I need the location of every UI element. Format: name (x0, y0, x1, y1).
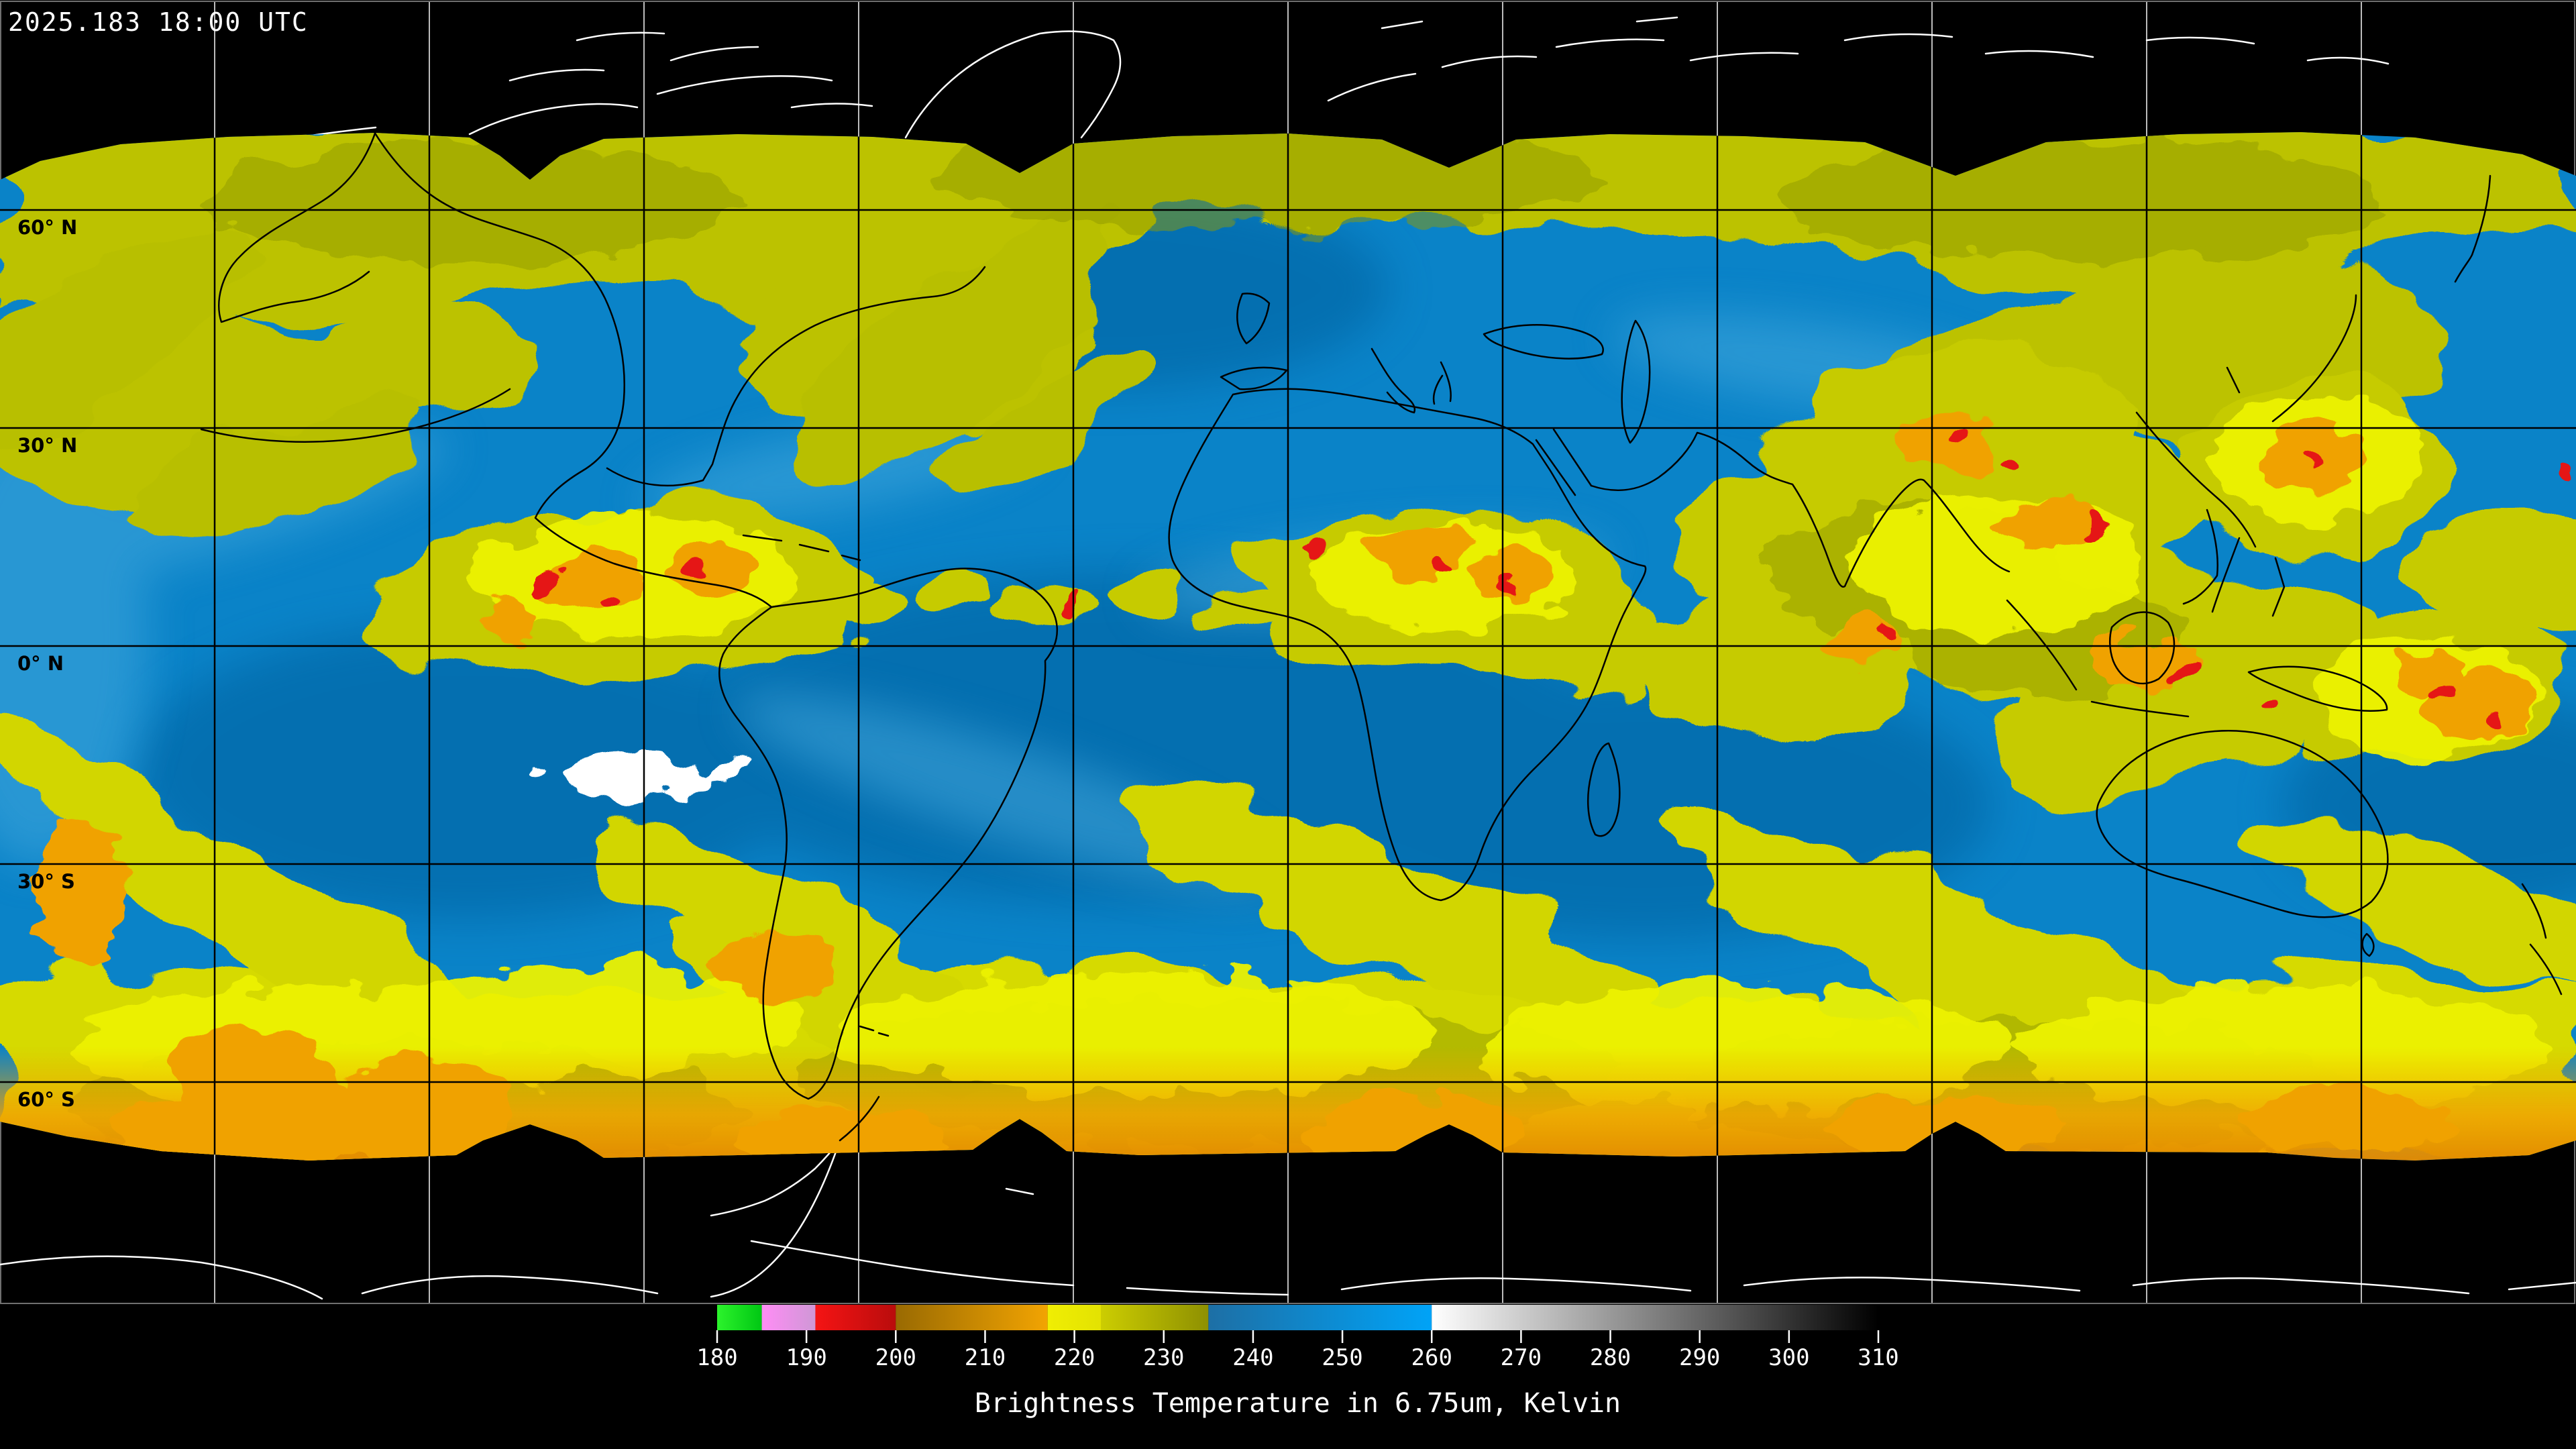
borneo (2109, 611, 2176, 685)
latitude-label: 30° S (17, 870, 75, 893)
colorbar-segment-olive (1101, 1305, 1209, 1330)
antarctica-coastline (0, 1139, 2576, 1300)
colorbar-tick-label: 230 (1143, 1344, 1184, 1371)
north-america-west-coastline (373, 132, 773, 608)
alaska-coastline (218, 132, 377, 323)
aleutian-arc (200, 388, 511, 443)
colorbar-tick-label: 280 (1590, 1344, 1631, 1371)
colorbar-tick-label: 290 (1679, 1344, 1720, 1371)
polar-coastlines (0, 16, 2576, 1300)
colorbar-segment-green (717, 1305, 762, 1330)
colorbar-tick-label: 240 (1232, 1344, 1273, 1371)
red-sea (1535, 428, 1593, 496)
arctic-coastline (468, 32, 873, 136)
eurasia-arctic-coastline (1327, 16, 2390, 102)
arabia-india-coastline (1590, 431, 2010, 588)
australia-coastline (2096, 729, 2389, 918)
falkland-islands (859, 1025, 890, 1037)
colorbar: 180 190 200 210 220 230 240 250 260 270 280 290 300 3… (696, 1305, 1899, 1419)
colorbar-tick-label: 270 (1501, 1344, 1542, 1371)
latitude-label: 60° N (17, 216, 77, 239)
colorbar-segment-yellow (1047, 1305, 1102, 1330)
philippines (2271, 557, 2286, 617)
coastlines-data (200, 132, 2563, 1142)
new-zealand (2521, 883, 2563, 996)
madagascar (1587, 742, 1621, 837)
colorbar-caption: Brightness Temperature in 6.75um, Kelvin (975, 1388, 1621, 1419)
data-band (0, 132, 2576, 1161)
black-sea (1483, 324, 1604, 360)
red-cloud-tops (538, 427, 2571, 730)
latitude-label: 30° N (17, 434, 77, 457)
colorbar-tick-label: 250 (1322, 1344, 1362, 1371)
colorbar-segment-violet (761, 1305, 816, 1330)
colorbar-tick-label: 210 (965, 1344, 1006, 1371)
gridlines-data (0, 132, 2576, 1161)
iberia (1220, 366, 1288, 390)
indochina (2182, 508, 2219, 605)
colorbar-segment-blue (1208, 1305, 1432, 1330)
tasmania (2361, 932, 2375, 957)
latitude-labels: 60° N 30° N 0° N 30° S 60° S (17, 216, 77, 1111)
timestamp: 2025.183 18:00 UTC (8, 7, 309, 37)
timestamp-label: 2025.183 18:00 UTC (8, 7, 309, 37)
colorbar-segment-red (815, 1305, 896, 1330)
colorbar-tick-label: 180 (696, 1344, 737, 1371)
africa-coastline (1168, 388, 1647, 902)
latitude-label: 60° S (17, 1088, 75, 1111)
greenland-coastline (904, 30, 1122, 139)
antarctic-peninsula (839, 1095, 880, 1142)
colorbar-tick-label: 260 (1411, 1344, 1452, 1371)
colorbar-tick-label: 300 (1768, 1344, 1809, 1371)
new-guinea (2247, 665, 2388, 712)
caspian-sea (1621, 319, 1651, 444)
colorbar-tick-label: 190 (786, 1344, 826, 1371)
caribbean-islands (742, 534, 861, 561)
north-america-east-coastline (606, 266, 986, 487)
white-warm-patch (523, 757, 757, 800)
south-america-coastline (718, 568, 1059, 1100)
colorbar-tick-label: 220 (1054, 1344, 1095, 1371)
latitude-label: 0° N (17, 652, 64, 675)
colorbar-tick-label: 200 (875, 1344, 916, 1371)
colorbar-tick-label: 310 (1858, 1344, 1898, 1371)
colorbar-segment-grayscale (1432, 1305, 1878, 1330)
british-isles (1236, 292, 1271, 345)
kamchatka (2454, 174, 2491, 283)
italy (1371, 347, 1416, 414)
east-asia-japan-coastline (2135, 294, 2357, 613)
greece (1432, 361, 1452, 405)
colorbar-segment-goldenrod (896, 1305, 1048, 1330)
sumatra-java (2006, 599, 2190, 718)
